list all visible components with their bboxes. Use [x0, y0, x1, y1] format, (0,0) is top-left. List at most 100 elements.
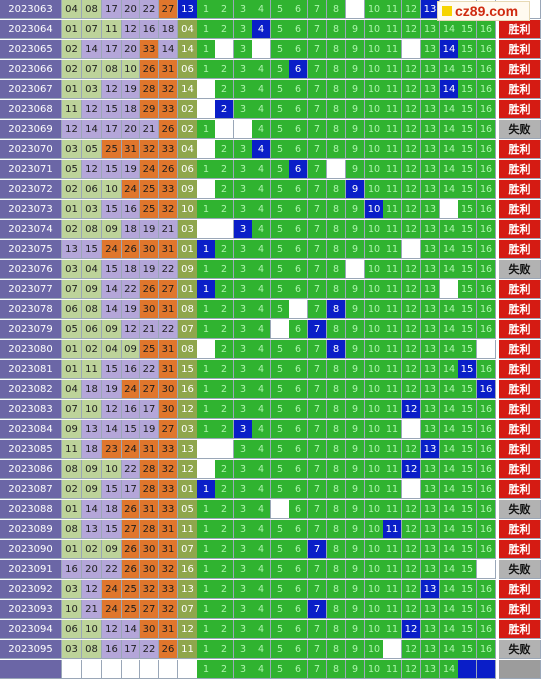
red-ball: 22: [140, 360, 159, 379]
number-cell: 8: [327, 620, 346, 639]
red-ball: 24: [122, 180, 140, 199]
table-row: 2023072 02 06 10 24 25 33 09 2 3 4 5 6 7 8 9 10 11 12 13 14 1…: [0, 180, 541, 200]
number-cell: 5: [271, 460, 290, 479]
number-cell: 8: [327, 200, 346, 219]
number-cell: 13: [421, 40, 440, 59]
table-row: 1 2 3 4 5 6 7 8 9 10 11 12 13 14: [0, 660, 541, 680]
empty-cell: [215, 440, 234, 459]
number-cell: 4: [252, 240, 271, 259]
hit-cell: 6: [289, 160, 308, 179]
red-ball: 24: [122, 380, 140, 399]
empty-cell: [215, 120, 234, 139]
number-cell: 10: [365, 320, 384, 339]
red-ball: 12: [62, 120, 82, 139]
number-cell: 8: [327, 480, 346, 499]
number-cell: 3: [234, 300, 253, 319]
empty-cell: [440, 280, 459, 299]
number-cell: 15: [458, 100, 477, 119]
red-ball: 02: [82, 540, 102, 559]
number-cell: 16: [477, 120, 496, 139]
red-ball: 18: [122, 260, 140, 279]
number-cell: 6: [289, 180, 308, 199]
number-cell: 3: [234, 600, 253, 619]
number-cell: 3: [234, 540, 253, 559]
red-ball: 20: [122, 120, 140, 139]
number-cell: 4: [252, 220, 271, 239]
issue-number: 2023083: [0, 400, 62, 419]
red-ball: 26: [122, 540, 140, 559]
red-ball: 15: [102, 480, 122, 499]
red-ball: 17: [122, 480, 140, 499]
red-ball: 32: [159, 460, 178, 479]
number-cell: 15: [458, 560, 477, 579]
number-cell: 8: [327, 400, 346, 419]
table-row: 2023071 05 12 15 19 24 26 06 1 2 3 4 5 6 7 9 10 11 12 13 14 1…: [0, 160, 541, 180]
number-cell: 14: [440, 340, 459, 359]
red-ball: 12: [82, 580, 102, 599]
red-ball: 01: [62, 200, 82, 219]
issue-number: 2023072: [0, 180, 62, 199]
number-cell: 1: [197, 580, 216, 599]
number-cell: 2: [215, 500, 234, 519]
number-cell: 11: [383, 500, 402, 519]
number-cell: 2: [215, 320, 234, 339]
empty-cell: [178, 660, 198, 679]
number-cell: 12: [402, 140, 421, 159]
red-ball: 14: [102, 420, 122, 439]
result-badge: 胜利: [499, 360, 541, 379]
number-cell: 1: [197, 500, 216, 519]
red-ball: 22: [159, 320, 178, 339]
number-cell: 8: [327, 660, 346, 679]
number-cell: 4: [252, 400, 271, 419]
number-cell: 4: [252, 320, 271, 339]
site-logo[interactable]: cz89.com: [437, 1, 530, 21]
number-cell: 3: [234, 260, 253, 279]
number-cell: 1: [197, 200, 216, 219]
number-cell: 11: [383, 40, 402, 59]
number-cell: 16: [477, 220, 496, 239]
number-cell: 3: [234, 100, 253, 119]
number-cell: 13: [421, 320, 440, 339]
table-row: 2023088 01 14 18 26 31 33 05 1 2 3 4 6 7 8 9 10 11 12 13 14 1…: [0, 500, 541, 520]
number-cell: 8: [327, 20, 346, 39]
number-cell: 1: [197, 520, 216, 539]
number-cell: 10: [365, 660, 384, 679]
table-row: 2023070 03 05 25 31 32 33 04 2 3 4 5 6 7 8 9 10 11 12 13 14 1…: [0, 140, 541, 160]
number-cell: 1: [197, 360, 216, 379]
empty-cell: [122, 660, 140, 679]
number-cell: 4: [252, 100, 271, 119]
blue-ball: 12: [178, 620, 198, 639]
number-cell: 10: [365, 100, 384, 119]
blue-ball: 10: [178, 200, 198, 219]
red-ball: 12: [102, 80, 122, 99]
number-cell: 3: [234, 200, 253, 219]
number-cell: 11: [383, 360, 402, 379]
result-badge: 胜利: [499, 180, 541, 199]
number-cell: 5: [271, 180, 290, 199]
number-cell: 11: [383, 580, 402, 599]
number-cell: 11: [383, 320, 402, 339]
number-cell: 6: [289, 440, 308, 459]
hit-cell: 6: [289, 60, 308, 79]
number-cell: 14: [440, 240, 459, 259]
number-cell: 7: [308, 0, 327, 19]
table-row: 2023074 02 08 09 18 19 21 03 3 4 5 6 7 8 9 10 11 12 13 14 15…: [0, 220, 541, 240]
issue-number: 2023093: [0, 600, 62, 619]
number-cell: 5: [271, 540, 290, 559]
hit-cell: 13: [421, 440, 440, 459]
number-cell: 3: [234, 480, 253, 499]
table-row: 2023068 11 12 15 18 29 33 02 2 3 4 5 6 7 8 9 10 11 12 13 14 1…: [0, 100, 541, 120]
number-cell: 15: [458, 20, 477, 39]
red-ball: 26: [140, 280, 159, 299]
red-ball: 28: [140, 480, 159, 499]
red-ball: 15: [102, 160, 122, 179]
number-cell: 5: [271, 400, 290, 419]
issue-number: 2023091: [0, 560, 62, 579]
blue-ball: 01: [178, 240, 198, 259]
number-cell: 10: [365, 40, 384, 59]
red-ball: 14: [82, 40, 102, 59]
empty-cell: [215, 40, 234, 59]
number-cell: 11: [383, 380, 402, 399]
number-cell: 11: [383, 300, 402, 319]
number-cell: 16: [477, 420, 496, 439]
